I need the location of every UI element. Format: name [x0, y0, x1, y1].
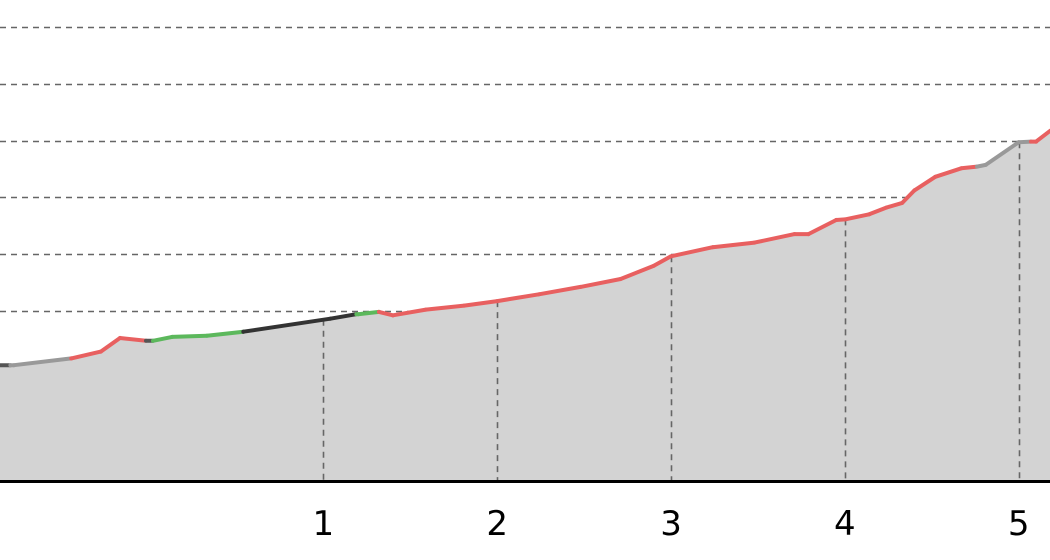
x-tick-label: 1 — [313, 504, 335, 544]
x-tick-label: 3 — [660, 504, 682, 544]
profile-segment — [578, 277, 623, 289]
profile-segment — [669, 245, 715, 259]
profile-segment — [98, 336, 122, 354]
profile-segment — [495, 292, 541, 304]
profile-segment — [423, 303, 467, 312]
profile-segment — [356, 309, 381, 317]
x-tick-label: 2 — [486, 504, 508, 544]
profile-segment — [884, 200, 905, 210]
vertical-gridlines — [322, 142, 1021, 481]
profile-segment — [328, 312, 359, 321]
area-fill — [0, 130, 1050, 481]
profile-segment — [900, 188, 917, 205]
x-axis-ticks: 1 2 3 4 5 — [313, 504, 1030, 544]
profile-segment — [11, 356, 74, 368]
profile-segment — [933, 166, 964, 179]
profile-segment — [462, 299, 500, 308]
profile-segment — [1034, 128, 1050, 144]
profile-segment — [69, 349, 103, 361]
profile-segment — [1016, 139, 1033, 145]
x-tick-label: 4 — [834, 504, 856, 544]
profile-segment — [118, 336, 148, 343]
profile-segment — [204, 329, 246, 338]
profile-line — [0, 128, 1050, 368]
profile-segment — [912, 174, 938, 193]
profile-segment — [842, 212, 872, 222]
profile-segment — [710, 240, 757, 250]
profile-segment — [959, 164, 979, 171]
profile-segment — [867, 205, 889, 217]
profile-segment — [170, 333, 209, 339]
profile-segment — [377, 309, 395, 318]
profile-segment — [241, 316, 333, 334]
profile-segment — [618, 263, 656, 281]
profile-segment — [536, 284, 583, 297]
profile-segment — [806, 218, 839, 237]
profile-area — [0, 130, 1050, 481]
profile-segment — [151, 334, 175, 343]
profile-segment — [752, 232, 797, 245]
profile-segment — [983, 140, 1021, 167]
profile-segment — [651, 254, 673, 268]
profile-segment — [390, 307, 428, 318]
x-tick-label: 5 — [1008, 504, 1030, 544]
